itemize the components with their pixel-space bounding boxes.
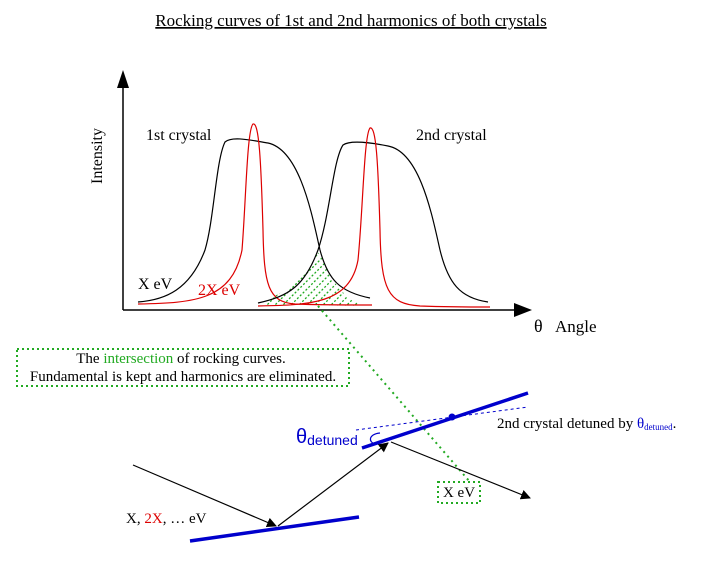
- crystal1-fundamental-curve: [137, 138, 371, 303]
- x-axis-theta-symbol: θ: [534, 316, 543, 336]
- harmonic-label: 2X eV: [198, 282, 241, 299]
- crystal2-harmonic-curve: [257, 127, 491, 308]
- crystal2-label: 2nd crystal: [416, 127, 487, 144]
- diagram-title: Rocking curves of 1st and 2nd harmonics …: [155, 11, 546, 30]
- note-part2: of rocking curves.: [173, 351, 285, 367]
- intersection-note-box: [16, 348, 350, 387]
- incident-beam: [132, 464, 277, 528]
- x-axis-arrow: [514, 303, 532, 317]
- incident-rest: , … eV: [163, 511, 207, 527]
- x-axis-label: Angle: [555, 317, 597, 336]
- crystal2-pivot: [448, 413, 456, 421]
- fundamental-label: X eV: [138, 276, 173, 293]
- intersection-hatch: [258, 252, 372, 306]
- output-label-box: [437, 481, 481, 504]
- crystal1-harmonic-curve: [137, 123, 373, 306]
- y-axis-arrow: [117, 70, 129, 88]
- detune-symbol: θ: [637, 416, 644, 432]
- crystal2-reference-line: [355, 406, 529, 431]
- crystal2-surface: [361, 391, 529, 450]
- intersection-note-line1: The intersection of rocking curves.: [76, 351, 286, 367]
- intersection-leader-line: [317, 305, 471, 483]
- output-label: X eV: [443, 485, 475, 501]
- detune-explanation: 2nd crystal detuned by θdetuned.: [497, 416, 676, 432]
- reflected-beam: [277, 442, 389, 527]
- output-beam: [390, 441, 531, 500]
- incident-x: X,: [126, 511, 144, 527]
- detune-angle-arc: [369, 432, 381, 445]
- detune-period: .: [673, 416, 677, 432]
- note-highlight: intersection: [103, 351, 173, 367]
- y-axis-label: Intensity: [89, 128, 106, 184]
- crystal1-label: 1st crystal: [146, 127, 212, 144]
- theta-symbol: θ: [296, 426, 307, 448]
- note-part1: The: [76, 351, 103, 367]
- crystal1-surface: [189, 515, 360, 543]
- incident-beam-label: X, 2X, … eV: [126, 511, 207, 527]
- theta-subscript: detuned: [307, 432, 358, 448]
- crystal2-fundamental-curve: [257, 141, 489, 304]
- theta-detuned-label: θdetuned: [296, 426, 358, 448]
- detune-subscript: detuned: [644, 422, 673, 432]
- detune-text: 2nd crystal detuned by: [497, 416, 637, 432]
- intersection-note-line2: Fundamental is kept and harmonics are el…: [30, 369, 336, 385]
- incident-2x: 2X: [144, 511, 163, 527]
